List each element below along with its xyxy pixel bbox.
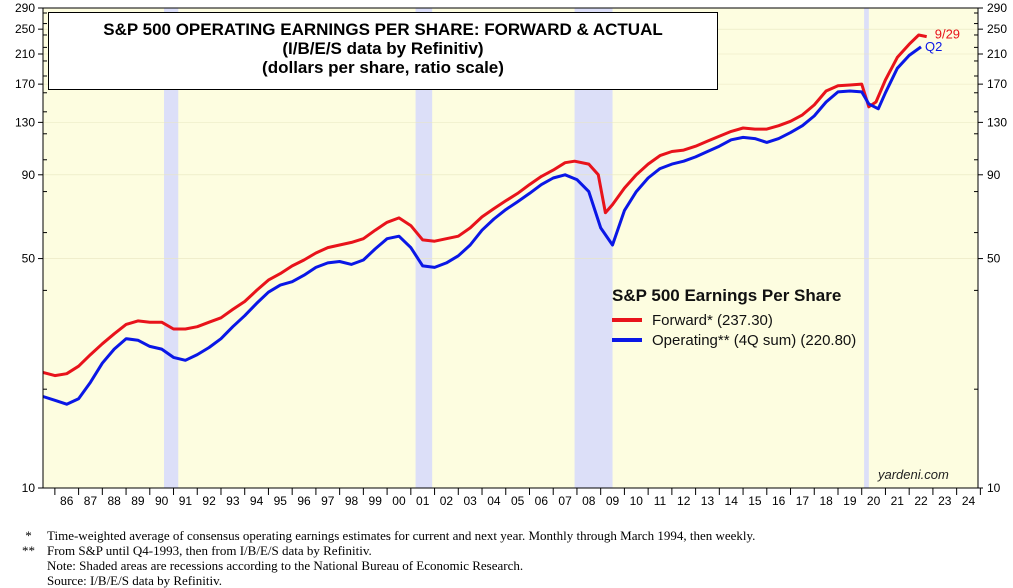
legend-operating-label: Operating** (4Q sum) (220.80)	[652, 331, 857, 349]
y-tick-label-left: 290	[15, 1, 35, 15]
x-tick-label: 87	[84, 494, 98, 508]
x-tick-label: 98	[345, 494, 359, 508]
footnote-mark	[10, 558, 47, 573]
y-tick-label-left: 10	[22, 481, 36, 495]
forward-swatch	[612, 318, 642, 322]
series-layer	[42, 33, 927, 406]
x-tick-label: 10	[630, 494, 644, 508]
chart-title-box: S&P 500 OPERATING EARNINGS PER SHARE: FO…	[48, 12, 718, 90]
x-tick-label: 95	[274, 494, 288, 508]
y-tick-label-left: 250	[15, 22, 35, 36]
y-tick-label-left: 210	[15, 47, 35, 61]
y-tick-label-right: 130	[987, 115, 1007, 129]
chart-subtitle-units: (dollars per share, ratio scale)	[262, 58, 504, 77]
footnote-text: From S&P until Q4-1993, then from I/B/E/…	[47, 543, 372, 558]
recession-band	[864, 8, 869, 488]
x-tick-label: 19	[843, 494, 857, 508]
footnotes: * Time-weighted average of consensus oper…	[10, 528, 755, 588]
x-tick-label: 86	[60, 494, 74, 508]
legend-title: S&P 500 Earnings Per Share	[612, 286, 842, 305]
x-tick-label: 96	[297, 494, 311, 508]
y-tick-label-left: 170	[15, 77, 35, 91]
x-tick-label: 21	[891, 494, 905, 508]
y-tick-label-right: 170	[987, 77, 1007, 91]
x-tick-label: 91	[179, 494, 193, 508]
x-tick-label: 20	[867, 494, 881, 508]
footnote-text: Time-weighted average of consensus opera…	[47, 528, 756, 543]
legend: S&P 500 Earnings Per Share Forward* (237…	[612, 286, 856, 350]
x-tick-label: 04	[487, 494, 501, 508]
brand-watermark: yardeni.com	[878, 467, 949, 482]
x-tick-label: 18	[819, 494, 833, 508]
recession-band	[164, 8, 179, 488]
x-tick-label: 90	[155, 494, 169, 508]
x-tick-label: 06	[535, 494, 549, 508]
x-tick-label: 17	[796, 494, 810, 508]
legend-item-forward: Forward* (237.30)	[612, 310, 856, 330]
x-tick-label: 00	[392, 494, 406, 508]
legend-forward-label: Forward* (237.30)	[652, 311, 773, 329]
footnote-text: Source: I/B/E/S data by Refinitiv.	[47, 573, 222, 588]
y-tick-label-right: 50	[987, 252, 1001, 266]
x-tick-label: 05	[511, 494, 525, 508]
x-tick-label: 13	[701, 494, 715, 508]
x-tick-label: 89	[131, 494, 145, 508]
x-tick-label: 07	[558, 494, 572, 508]
x-tick-label: 22	[914, 494, 928, 508]
y-tick-label-right: 10	[987, 481, 1001, 495]
plot-border	[42, 7, 979, 489]
x-tick-label: 92	[202, 494, 216, 508]
x-tick-label: 11	[654, 494, 667, 508]
chart-title: S&P 500 OPERATING EARNINGS PER SHARE: FO…	[103, 20, 663, 39]
footnote: * Time-weighted average of consensus oper…	[10, 528, 755, 543]
x-tick-label: 23	[938, 494, 952, 508]
y-tick-label-left: 50	[22, 252, 36, 266]
chart-subtitle-source: (I/B/E/S data by Refinitiv)	[282, 39, 484, 58]
y-tick-label-left: 90	[22, 168, 36, 182]
x-tick-label: 03	[463, 494, 477, 508]
x-tick-label: 94	[250, 494, 264, 508]
operating-end-label: Q2	[925, 39, 942, 54]
y-tick-label-right: 290	[987, 1, 1007, 15]
x-tick-label: 97	[321, 494, 335, 508]
x-tick-label: 16	[772, 494, 786, 508]
footnote-text: Note: Shaded areas are recessions accord…	[47, 558, 524, 573]
y-tick-label-right: 250	[987, 22, 1007, 36]
footnote: ** From S&P until Q4-1993, then from I/B/…	[10, 543, 755, 558]
footnote-mark	[10, 573, 47, 588]
y-tick-label-right: 90	[987, 168, 1001, 182]
x-tick-label: 99	[369, 494, 383, 508]
footnote-mark: *	[25, 528, 32, 543]
footnote: Note: Shaded areas are recessions accord…	[10, 558, 755, 573]
forward-end-label: 9/29	[935, 27, 960, 42]
x-tick-label: 93	[226, 494, 240, 508]
x-tick-label: 14	[725, 494, 739, 508]
operating-swatch	[612, 338, 642, 342]
x-tick-label: 12	[677, 494, 691, 508]
x-tick-label: 02	[440, 494, 454, 508]
y-tick-label-right: 210	[987, 47, 1007, 61]
x-tick-label: 01	[416, 494, 430, 508]
x-tick-label: 09	[606, 494, 620, 508]
x-tick-label: 88	[108, 494, 122, 508]
y-tick-label-left: 130	[15, 115, 35, 129]
operating-series-line	[42, 45, 922, 406]
footnote: Source: I/B/E/S data by Refinitiv.	[10, 573, 755, 588]
footnote-mark: **	[22, 543, 35, 558]
x-tick-label: 08	[582, 494, 596, 508]
x-tick-label: 24	[962, 494, 976, 508]
legend-item-operating: Operating** (4Q sum) (220.80)	[612, 330, 856, 350]
forward-series-line	[42, 33, 927, 378]
recession-band	[415, 8, 433, 488]
x-tick-label: 15	[748, 494, 762, 508]
